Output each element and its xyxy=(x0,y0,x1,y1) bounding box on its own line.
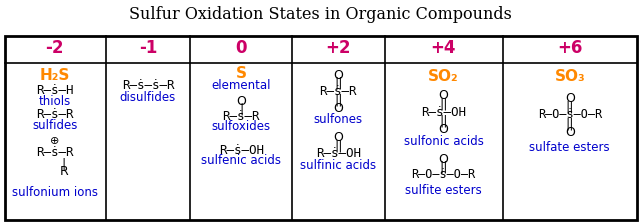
Text: sulfonic acids: sulfonic acids xyxy=(403,135,483,148)
Text: 0: 0 xyxy=(236,39,247,57)
Text: R–O–ṡ–O–R: R–O–ṡ–O–R xyxy=(412,168,476,181)
Text: ||: || xyxy=(334,139,342,152)
Text: +4: +4 xyxy=(431,39,456,57)
Text: R–ṡ–OH: R–ṡ–OH xyxy=(421,106,466,118)
Text: sulfenic acids: sulfenic acids xyxy=(201,154,281,167)
Text: ||: || xyxy=(566,100,574,113)
Text: O: O xyxy=(565,92,575,105)
Text: SO₂: SO₂ xyxy=(428,69,459,84)
Text: elemental: elemental xyxy=(211,79,271,92)
Text: sulfoxides: sulfoxides xyxy=(212,120,271,133)
Text: +6: +6 xyxy=(557,39,582,57)
Text: R–ṡ–OH: R–ṡ–OH xyxy=(316,147,361,160)
Text: R–O–ṡ–O–R: R–O–ṡ–O–R xyxy=(538,108,602,121)
Text: ||: || xyxy=(566,118,574,131)
Text: R–ṡ–H: R–ṡ–H xyxy=(36,84,74,97)
Bar xyxy=(5,36,637,220)
Text: R–ṡ–R: R–ṡ–R xyxy=(36,146,74,159)
Text: -1: -1 xyxy=(139,39,157,57)
Text: ||: || xyxy=(334,94,342,107)
Text: sulfate esters: sulfate esters xyxy=(529,141,610,154)
Text: ||: || xyxy=(439,114,448,127)
Text: S: S xyxy=(236,67,246,81)
Text: O: O xyxy=(333,102,343,115)
Text: |: | xyxy=(61,157,66,170)
Text: O: O xyxy=(438,89,449,102)
Text: ||: || xyxy=(439,160,448,173)
Text: O: O xyxy=(565,126,575,139)
Text: sulfonium ions: sulfonium ions xyxy=(12,186,98,199)
Text: R–ṡ–R: R–ṡ–R xyxy=(222,110,260,123)
Text: ||: || xyxy=(439,98,448,111)
Text: SO₃: SO₃ xyxy=(554,69,585,84)
Text: +2: +2 xyxy=(325,39,351,57)
Text: O: O xyxy=(333,69,343,82)
Text: R–ṡ–R: R–ṡ–R xyxy=(36,108,74,121)
Text: sulfides: sulfides xyxy=(32,119,77,132)
Text: sulfite esters: sulfite esters xyxy=(405,184,482,197)
Text: disulfides: disulfides xyxy=(120,91,176,104)
Text: |: | xyxy=(239,103,243,116)
Text: H₂S: H₂S xyxy=(40,68,70,82)
Text: R: R xyxy=(60,165,68,178)
Text: O: O xyxy=(333,131,343,144)
Text: Sulfur Oxidation States in Organic Compounds: Sulfur Oxidation States in Organic Compo… xyxy=(129,6,513,23)
Text: -2: -2 xyxy=(45,39,64,57)
Text: ||: || xyxy=(334,77,342,90)
Text: R–ṡ–R: R–ṡ–R xyxy=(319,85,357,98)
Text: sulfinic acids: sulfinic acids xyxy=(300,159,376,172)
Text: R–ṡ–ṡ–R: R–ṡ–ṡ–R xyxy=(122,79,174,92)
Text: ⊕: ⊕ xyxy=(50,136,60,146)
Text: thiols: thiols xyxy=(38,95,71,108)
Text: O: O xyxy=(438,123,449,136)
Text: R–ṡ–OH: R–ṡ–OH xyxy=(219,144,264,157)
Text: O: O xyxy=(236,95,246,108)
Text: sulfones: sulfones xyxy=(314,113,363,126)
Text: O: O xyxy=(438,153,449,166)
